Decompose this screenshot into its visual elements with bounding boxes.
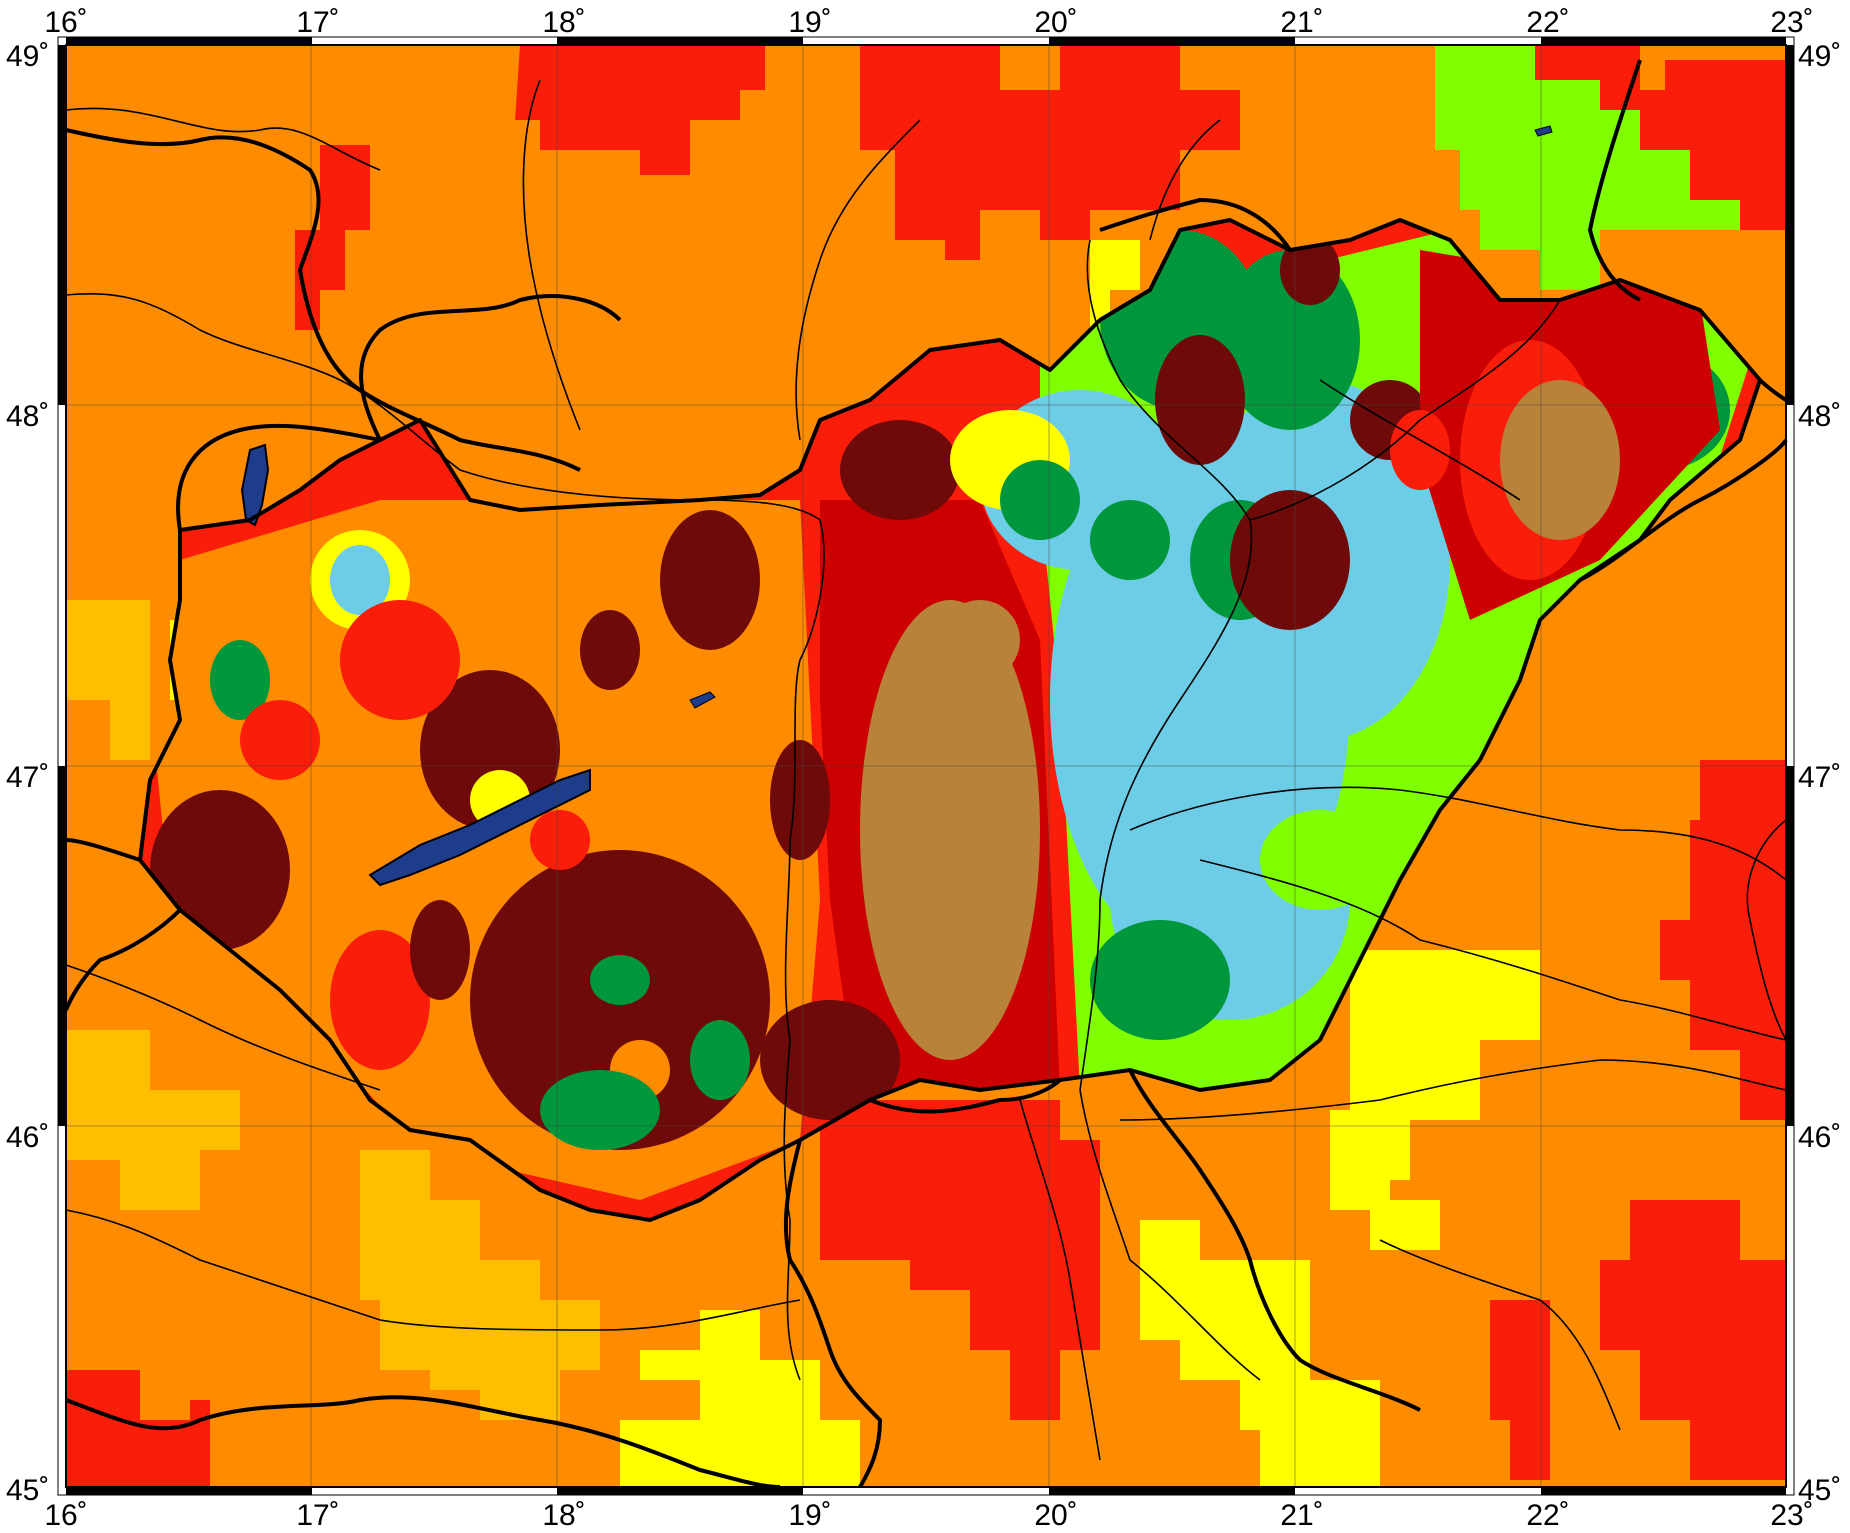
lon-label-bottom: 22˚ <box>1526 1499 1569 1532</box>
lon-label-bottom: 21˚ <box>1280 1499 1323 1532</box>
lon-label-top: 16˚ <box>44 6 87 39</box>
outside-yellow-patches <box>170 240 1540 1487</box>
lon-label-top: 22˚ <box>1526 6 1569 39</box>
lat-label-left: 47˚ <box>6 761 49 794</box>
lat-label-right: 48˚ <box>1798 400 1841 433</box>
lat-label-right: 46˚ <box>1798 1121 1841 1154</box>
lat-label-left: 49˚ <box>6 40 49 73</box>
lat-label-right: 47˚ <box>1798 761 1841 794</box>
lon-label-bottom: 17˚ <box>296 1499 339 1532</box>
value-fields <box>66 45 1786 1487</box>
lon-labels-top: 16˚ 17˚ 18˚ 19˚ 20˚ 21˚ 22˚ 23˚ <box>44 6 1813 39</box>
lat-label-right: 49˚ <box>1798 40 1841 73</box>
lat-label-right: 45˚ <box>1798 1474 1841 1507</box>
lon-label-bottom: 19˚ <box>788 1499 831 1532</box>
lake-balaton <box>368 768 591 887</box>
lon-label-bottom: 23˚ <box>1770 1499 1813 1532</box>
lat-label-left: 48˚ <box>6 400 49 433</box>
lon-label-bottom: 20˚ <box>1034 1499 1077 1532</box>
rivers <box>65 79 1787 1461</box>
lat-label-left: 46˚ <box>6 1121 49 1154</box>
lon-label-top: 21˚ <box>1280 6 1323 39</box>
lon-label-bottom: 16˚ <box>44 1499 87 1532</box>
outside-gold-patches <box>66 600 600 1420</box>
lon-labels-bottom: 16˚ 17˚ 18˚ 19˚ 20˚ 21˚ 22˚ 23˚ <box>44 1499 1813 1532</box>
lat-labels-right: 49˚ 48˚ 47˚ 46˚ 45˚ <box>1798 40 1841 1507</box>
lon-label-top: 18˚ <box>542 6 585 39</box>
lake-velence <box>689 691 716 709</box>
country-borders <box>64 59 1788 1489</box>
lat-labels-left: 49˚ 48˚ 47˚ 46˚ 45˚ <box>6 40 49 1507</box>
outside-red-patches <box>66 45 1786 1487</box>
outside-lightgreen-patches <box>1435 45 1740 290</box>
graticule <box>66 45 1786 1487</box>
lon-label-top: 20˚ <box>1034 6 1077 39</box>
lake-tisza <box>1534 125 1553 137</box>
lon-label-top: 17˚ <box>296 6 339 39</box>
lon-label-top: 23˚ <box>1770 6 1813 39</box>
lat-label-left: 45˚ <box>6 1474 49 1507</box>
lon-label-top: 19˚ <box>788 6 831 39</box>
map-frame <box>57 36 1795 1496</box>
lon-label-bottom: 18˚ <box>542 1499 585 1532</box>
